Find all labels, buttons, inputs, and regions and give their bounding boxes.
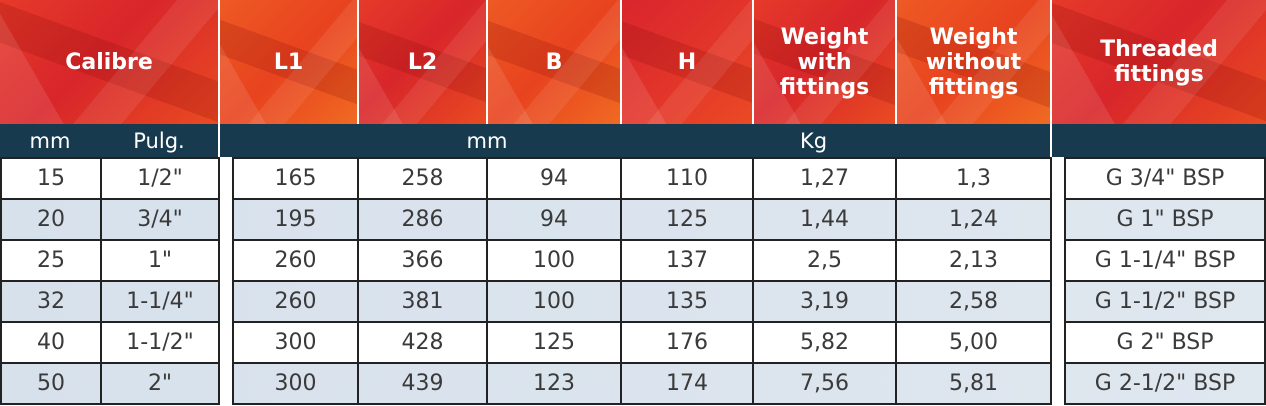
- row-divider: [0, 239, 1266, 241]
- cell-mm: 50: [0, 364, 102, 403]
- table-row: 40 1-1/2" 300 428 125 176 5,82 5,00 G 2"…: [0, 323, 1266, 362]
- cell-weight-with: 7,56: [754, 364, 897, 403]
- cell-weight-with: 3,19: [754, 282, 897, 321]
- cell-weight-without: 2,13: [897, 241, 1052, 280]
- header-h: H: [622, 0, 754, 124]
- column-gap: [220, 157, 232, 406]
- cell-threaded: G 1-1/4" BSP: [1064, 241, 1266, 280]
- cell-l1: 300: [232, 364, 359, 403]
- cell-weight-without: 1,3: [897, 159, 1052, 198]
- cell-b: 123: [488, 364, 622, 403]
- cell-mm: 25: [0, 241, 102, 280]
- header-weight-with: Weight with fittings: [754, 0, 897, 124]
- header-threaded: Threaded fittings: [1052, 0, 1266, 124]
- cell-l1: 165: [232, 159, 359, 198]
- header-calibre: Calibre: [0, 0, 220, 124]
- cell-threaded: G 3/4" BSP: [1064, 159, 1266, 198]
- row-divider: [0, 198, 1266, 200]
- cell-pulg: 1/2": [102, 159, 220, 198]
- cell-pulg: 1-1/2": [102, 323, 220, 362]
- cell-pulg: 3/4": [102, 200, 220, 239]
- cell-weight-without: 5,81: [897, 364, 1052, 403]
- cell-b: 100: [488, 241, 622, 280]
- cell-threaded: G 1" BSP: [1064, 200, 1266, 239]
- unit-dims-mm-label: mm: [466, 128, 508, 153]
- cell-h: 137: [622, 241, 754, 280]
- cell-h: 135: [622, 282, 754, 321]
- table-row: 20 3/4" 195 286 94 125 1,44 1,24 G 1" BS…: [0, 200, 1266, 239]
- cell-l2: 366: [359, 241, 488, 280]
- cell-h: 110: [622, 159, 754, 198]
- cell-pulg: 1": [102, 241, 220, 280]
- header-weight-without: Weight without fittings: [897, 0, 1052, 124]
- cell-pulg: 2": [102, 364, 220, 403]
- cell-h: 125: [622, 200, 754, 239]
- cell-mm: 32: [0, 282, 102, 321]
- row-divider: [0, 403, 1266, 405]
- cell-l2: 381: [359, 282, 488, 321]
- row-divider: [0, 280, 1266, 282]
- unit-threaded-blank: [1052, 124, 1266, 157]
- header-l2: L2: [359, 0, 488, 124]
- cell-weight-with: 2,5: [754, 241, 897, 280]
- cell-l2: 428: [359, 323, 488, 362]
- cell-l2: 258: [359, 159, 488, 198]
- unit-pulg: Pulg.: [100, 124, 220, 157]
- header-l2-label: L2: [407, 49, 438, 75]
- cell-weight-with: 1,27: [754, 159, 897, 198]
- cell-weight-without: 1,24: [897, 200, 1052, 239]
- unit-mm-label: mm: [29, 128, 71, 153]
- cell-l1: 260: [232, 282, 359, 321]
- cell-b: 94: [488, 159, 622, 198]
- header-calibre-label: Calibre: [65, 49, 153, 75]
- table-row: 50 2" 300 439 123 174 7,56 5,81 G 2-1/2"…: [0, 364, 1266, 403]
- cell-h: 174: [622, 364, 754, 403]
- unit-mm: mm: [0, 124, 100, 157]
- row-divider: [0, 157, 1266, 159]
- cell-b: 100: [488, 282, 622, 321]
- column-gap: [1052, 157, 1064, 406]
- header-weight-with-label: Weight with fittings: [779, 24, 870, 100]
- cell-l1: 260: [232, 241, 359, 280]
- cell-weight-with: 1,44: [754, 200, 897, 239]
- row-divider: [0, 362, 1266, 364]
- cell-weight-without: 5,00: [897, 323, 1052, 362]
- header-h-label: H: [677, 49, 697, 75]
- table-row: 32 1-1/4" 260 381 100 135 3,19 2,58 G 1-…: [0, 282, 1266, 321]
- cell-b: 94: [488, 200, 622, 239]
- cell-l1: 300: [232, 323, 359, 362]
- cell-l2: 286: [359, 200, 488, 239]
- unit-pulg-label: Pulg.: [133, 128, 185, 153]
- cell-b: 125: [488, 323, 622, 362]
- unit-dims-mm: mm: [220, 124, 754, 157]
- header-l1-label: L1: [273, 49, 304, 75]
- cell-threaded: G 1-1/2" BSP: [1064, 282, 1266, 321]
- cell-l1: 195: [232, 200, 359, 239]
- table-row: 25 1" 260 366 100 137 2,5 2,13 G 1-1/4" …: [0, 241, 1266, 280]
- cell-weight-without: 2,58: [897, 282, 1052, 321]
- header-threaded-label: Threaded fittings: [1100, 37, 1218, 87]
- unit-kg: Kg: [754, 124, 1052, 157]
- cell-mm: 20: [0, 200, 102, 239]
- table-row: 15 1/2" 165 258 94 110 1,27 1,3 G 3/4" B…: [0, 159, 1266, 198]
- cell-threaded: G 2" BSP: [1064, 323, 1266, 362]
- cell-threaded: G 2-1/2" BSP: [1064, 364, 1266, 403]
- header-l1: L1: [220, 0, 359, 124]
- unit-kg-label: Kg: [800, 128, 828, 153]
- cell-mm: 15: [0, 159, 102, 198]
- cell-mm: 40: [0, 323, 102, 362]
- cell-l2: 439: [359, 364, 488, 403]
- cell-pulg: 1-1/4": [102, 282, 220, 321]
- header-b-label: B: [545, 49, 563, 75]
- row-divider: [0, 321, 1266, 323]
- header-weight-without-label: Weight without fittings: [925, 24, 1022, 100]
- cell-h: 176: [622, 323, 754, 362]
- header-b: B: [488, 0, 622, 124]
- cell-weight-with: 5,82: [754, 323, 897, 362]
